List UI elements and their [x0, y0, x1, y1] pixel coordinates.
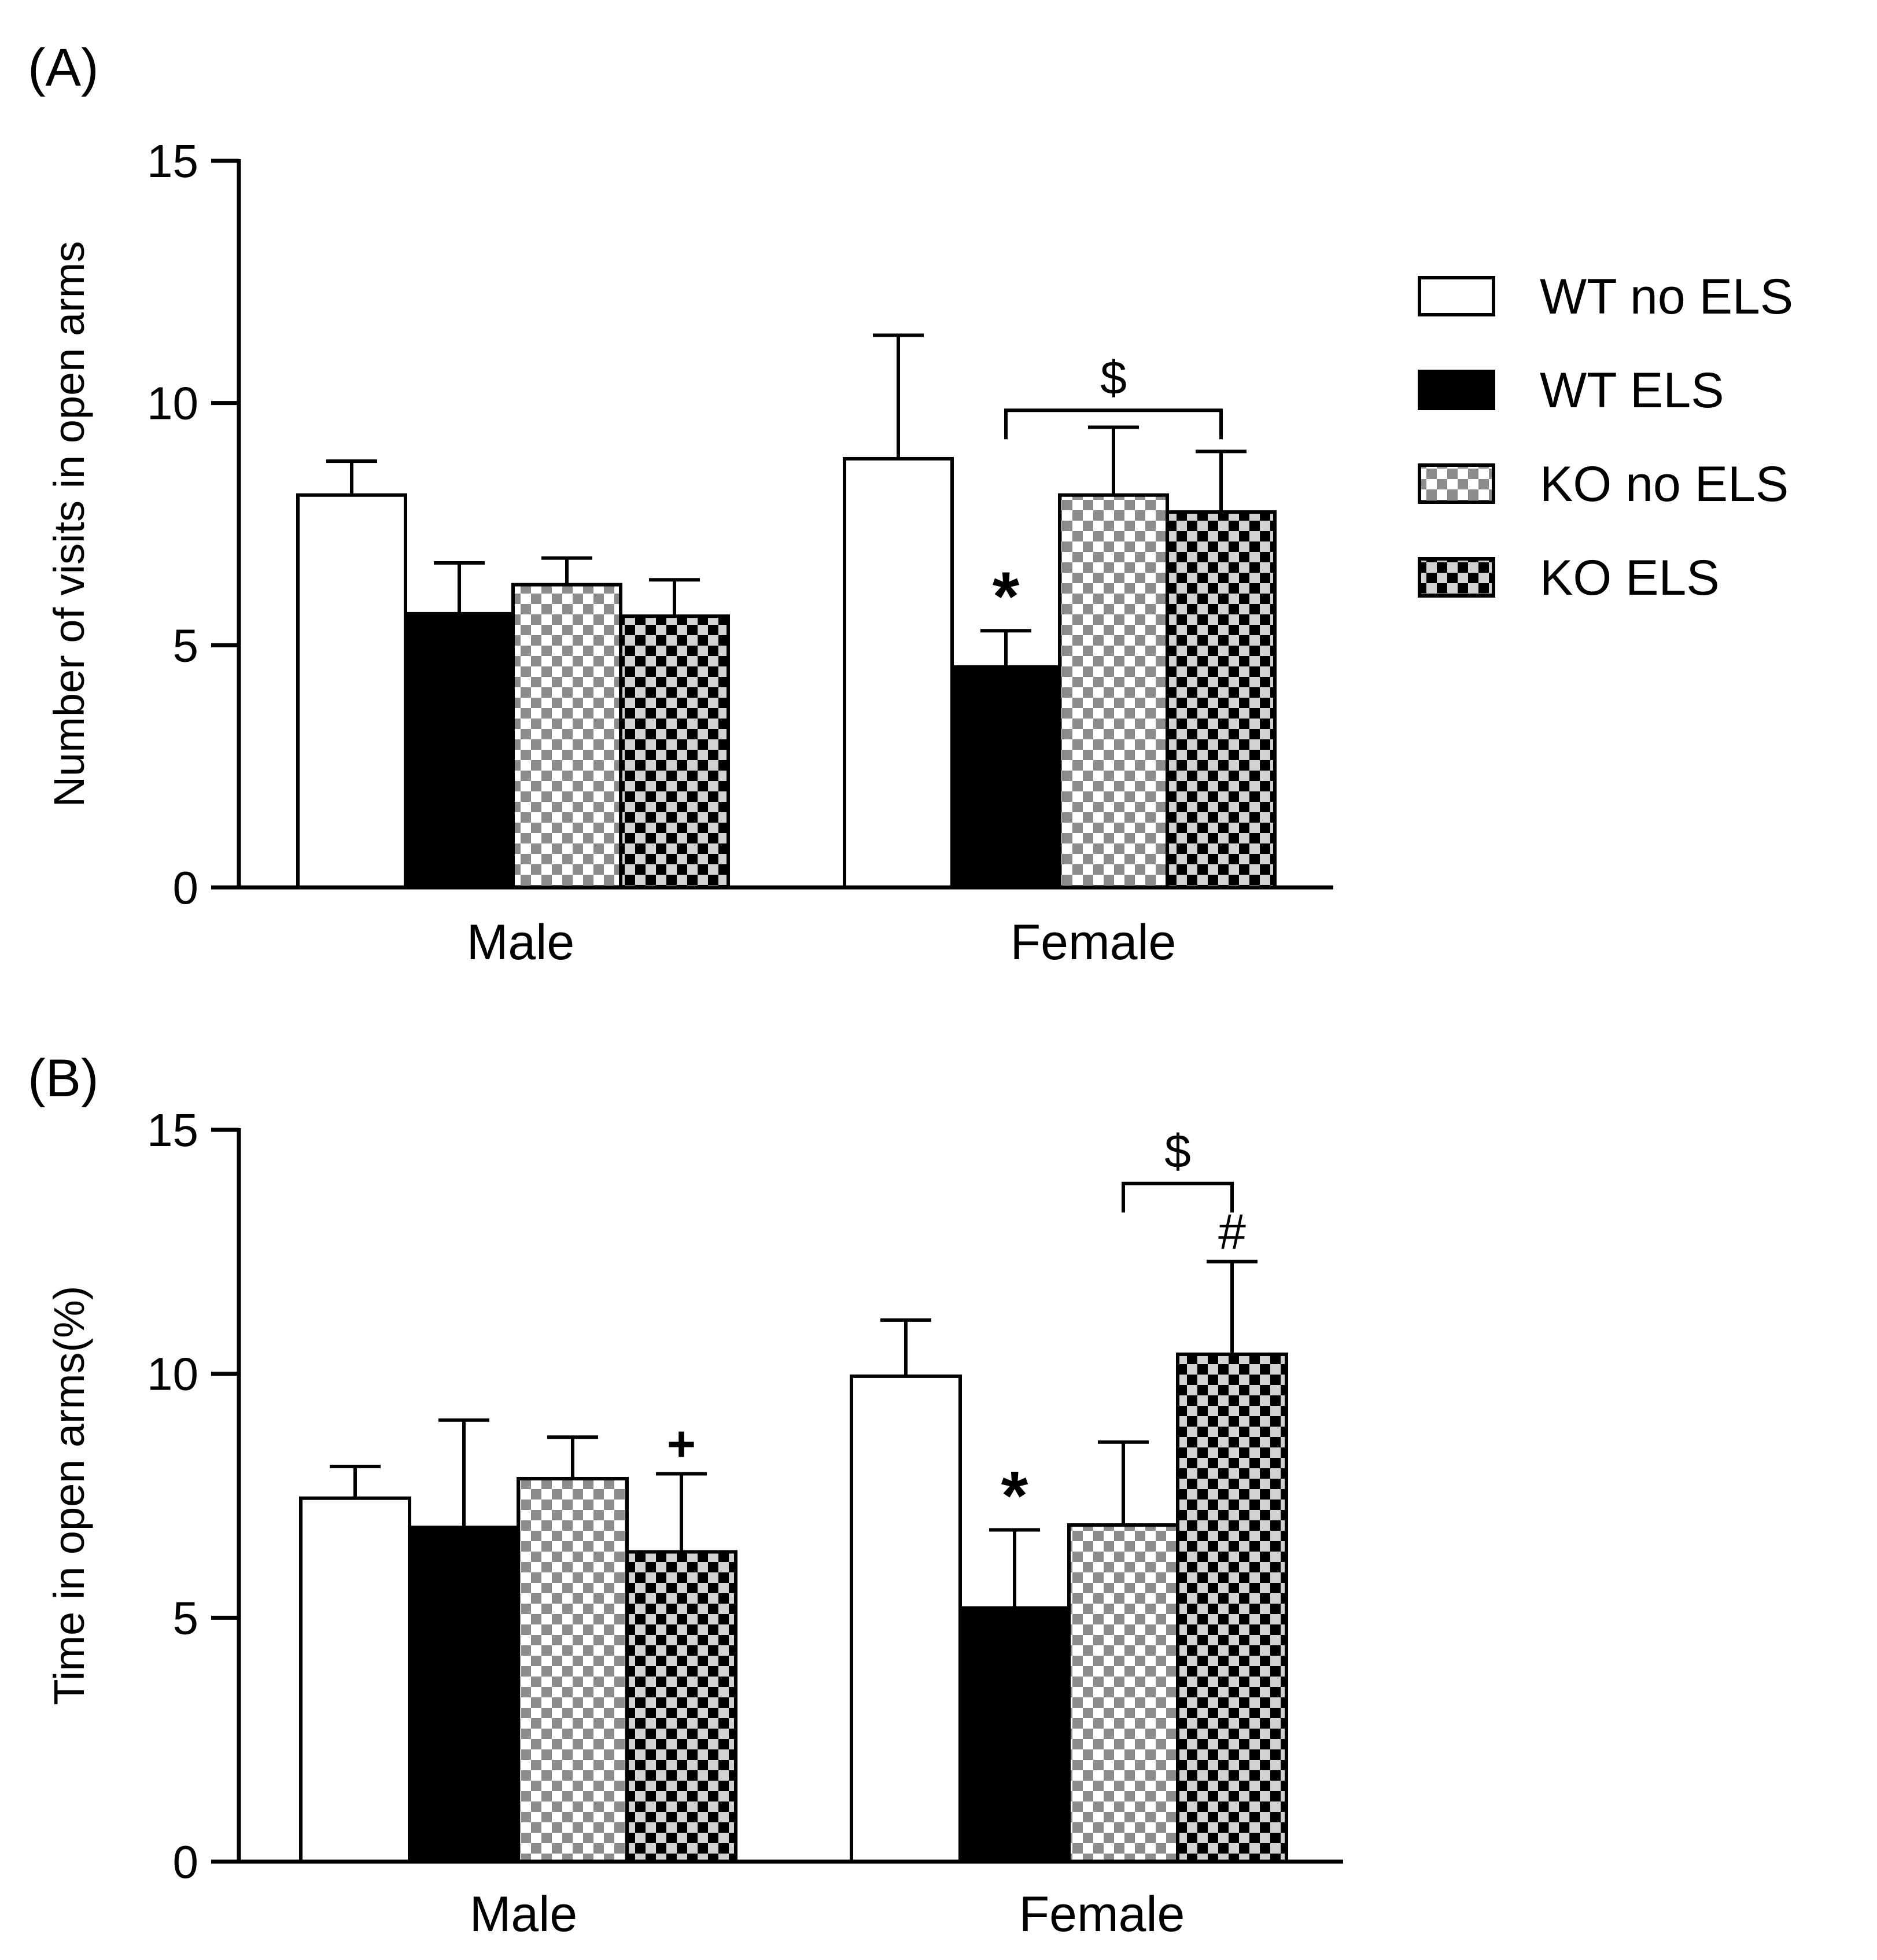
bar-female-wt-els — [958, 1606, 1071, 1863]
bar-female-wt-no-els — [850, 1374, 962, 1863]
y-tick-label: 15 — [147, 1104, 198, 1156]
annotation-star: * — [1001, 1457, 1028, 1535]
bar-male-ko-no-els — [511, 583, 622, 889]
bar-female-wt-els — [950, 665, 1061, 889]
legend-label: KO ELS — [1540, 550, 1720, 606]
bar-female-ko-els — [1176, 1352, 1288, 1863]
y-tick-label: 15 — [147, 135, 198, 187]
y-axis-label: Number of visits in open arms — [45, 241, 93, 808]
panel-label: (B) — [28, 1049, 99, 1108]
legend-swatch-ko-no-els — [1418, 463, 1495, 504]
y-tick-label: 0 — [173, 1836, 199, 1888]
bar-male-wt-els — [408, 1526, 520, 1863]
bar-female-ko-no-els — [1058, 493, 1169, 889]
bar-male-wt-els — [404, 611, 515, 889]
significance-bracket — [1004, 408, 1223, 440]
y-tick-label: 5 — [173, 1592, 199, 1644]
bar-male-ko-els — [619, 614, 730, 890]
y-tick-label: 10 — [147, 378, 198, 429]
annotation-star: * — [993, 558, 1020, 635]
legend-label: WT ELS — [1540, 363, 1724, 418]
y-tick-label: 0 — [173, 862, 199, 913]
bar-male-ko-els — [625, 1550, 737, 1864]
bar-female-ko-els — [1166, 510, 1277, 889]
panel-b: (B) Time in open arms(%) Male Female 0 5 10 15 +… — [28, 1049, 1343, 1942]
bar-female-ko-no-els — [1067, 1523, 1179, 1864]
annotation-plus: + — [667, 1417, 696, 1472]
legend: WT no ELS WT ELS KO no ELS KO ELS — [1418, 269, 1793, 606]
bar-female-wt-no-els — [843, 456, 954, 889]
category-label: Female — [1011, 915, 1177, 970]
annotation-dollar: $ — [1164, 1125, 1191, 1178]
panel-label: (A) — [28, 38, 99, 97]
y-axis-label: Time in open arms(%) — [45, 1285, 93, 1705]
annotation-hash: # — [1218, 1204, 1246, 1260]
y-tick-label: 10 — [147, 1349, 198, 1400]
legend-label: KO no ELS — [1540, 456, 1789, 512]
bar-male-wt-no-els — [296, 493, 407, 889]
annotation-dollar: $ — [1100, 352, 1127, 404]
y-tick-label: 5 — [173, 620, 199, 671]
bar-male-wt-no-els — [299, 1496, 411, 1863]
legend-label: WT no ELS — [1540, 269, 1793, 325]
legend-swatch-ko-els — [1418, 557, 1495, 598]
panel-a: (A) Number of visits in open arms Male Fema… — [28, 38, 1333, 970]
legend-swatch-wt-els — [1418, 370, 1495, 410]
bar-male-ko-no-els — [517, 1476, 629, 1864]
category-label: Female — [1019, 1887, 1185, 1942]
legend-swatch-wt-no-els — [1418, 276, 1495, 316]
significance-bracket — [1122, 1181, 1234, 1213]
category-label: Male — [467, 915, 574, 970]
category-label: Male — [470, 1887, 577, 1942]
